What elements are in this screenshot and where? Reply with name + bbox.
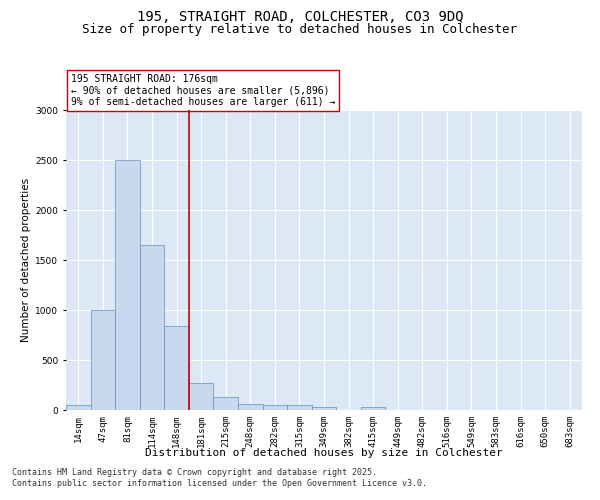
Bar [263,404,287,410]
Text: 195, STRAIGHT ROAD, COLCHESTER, CO3 9DQ: 195, STRAIGHT ROAD, COLCHESTER, CO3 9DQ [137,10,463,24]
Bar [238,404,263,410]
Bar [214,397,238,410]
Y-axis label: Number of detached properties: Number of detached properties [21,178,31,342]
Bar [312,407,336,410]
Bar [361,407,385,410]
Text: Distribution of detached houses by size in Colchester: Distribution of detached houses by size … [145,448,503,458]
Bar [164,326,189,410]
Bar [189,383,214,410]
Bar [91,310,115,410]
Text: Contains HM Land Registry data © Crown copyright and database right 2025.
Contai: Contains HM Land Registry data © Crown c… [12,468,427,487]
Text: Size of property relative to detached houses in Colchester: Size of property relative to detached ho… [83,22,517,36]
Bar [287,405,312,410]
Text: 195 STRAIGHT ROAD: 176sqm
← 90% of detached houses are smaller (5,896)
9% of sem: 195 STRAIGHT ROAD: 176sqm ← 90% of detac… [71,74,335,107]
Bar [66,405,91,410]
Bar [140,245,164,410]
Bar [115,160,140,410]
